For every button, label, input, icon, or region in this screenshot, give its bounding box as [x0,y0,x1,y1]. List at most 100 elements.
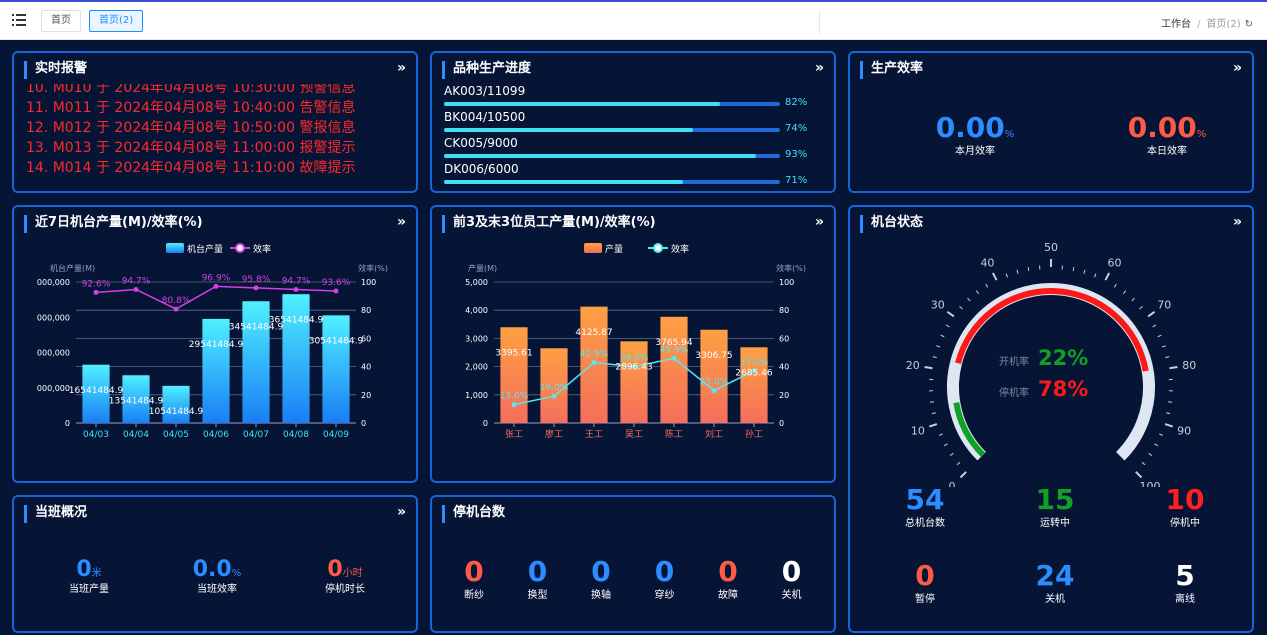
gauge-tick [959,471,967,479]
gauge-tick [1016,269,1019,274]
legend-bar-label: 机台产量 [187,243,223,255]
efficiency-point [751,368,757,374]
progress-item: AK003/11099 82% [444,84,824,112]
efficiency-value-label: 92.6% [82,279,111,289]
legend-line-label: 效率 [253,243,271,255]
menu-toggle-icon[interactable] [12,14,26,26]
gauge-tick [1148,452,1153,456]
efficiency-point [253,285,259,291]
gauge-tick [1104,272,1111,281]
y-tick-label: 2,000 [465,363,488,372]
y-tick-label: 000,000 [37,349,70,358]
x-tick-label: 张工 [505,429,523,440]
off-rate-arc [955,288,1149,372]
y-tick-label: 000,000 [37,384,70,393]
more-icon[interactable]: » [396,214,406,230]
x-tick-label: 04/06 [203,430,229,440]
efficiency-point [293,286,299,292]
alarm-panel: 实时报警 » 10. M010 于 2024年04月08号 10:30:00 预… [12,51,418,193]
day-efficiency-value: 0.00 [1127,111,1197,144]
efficiency-value-label: 19.0% [540,383,569,393]
gauge-tick-label: 10 [911,424,925,437]
efficiency-value-label: 13.0% [500,392,529,402]
progress-label: AK003/11099 [444,84,526,98]
bar [660,316,688,423]
stopped-stat: 0 断纱 [454,555,494,601]
y2-tick-label: 60 [361,334,371,343]
x-tick-label: 04/08 [283,430,309,440]
panel-title: 实时报警 [24,61,87,79]
alarm-item: 13. M013 于 2024年04月08号 11:00:00 报警提示 [26,140,356,156]
more-icon[interactable]: » [814,60,824,76]
gauge-tick [975,290,980,295]
tab-home-2[interactable]: 首页(2) [89,10,144,32]
gauge-tick [991,272,998,281]
status-stat-value: 10 [1165,483,1205,516]
more-icon[interactable]: » [1232,214,1242,230]
y2-tick-label: 80 [361,306,371,315]
stopped-stat-label: 换轴 [591,590,611,601]
status-stat: 0 暂停 [870,559,980,605]
x-tick-label: 吴工 [625,429,643,440]
bar [740,347,768,423]
more-icon[interactable]: » [396,60,406,76]
gauge-tick [940,334,945,338]
bar [242,301,270,423]
y-tick-label: 0 [483,419,488,428]
efficiency-point [511,402,517,408]
gauge-tick [1169,365,1178,370]
x-tick-label: 孙工 [745,428,763,440]
shift-output: 0米 当班产量 [34,557,144,595]
progress-bar [444,180,780,184]
progress-list: AK003/11099 82% BK004/10500 74% CK005/90… [432,84,834,185]
y2-tick-label: 20 [361,391,371,400]
progress-percent: 82% [785,97,808,108]
tab-home[interactable]: 首页 [41,10,81,32]
gauge-tick-label: 60 [1108,256,1122,269]
gauge-tick-label: 20 [906,359,920,372]
stopped-stat: 0 故障 [708,555,748,601]
bar-value-label: 2896.43 [615,363,652,373]
gauge-tick-label: 0 [949,480,956,487]
progress-percent: 71% [785,175,808,185]
refresh-icon[interactable]: ↻ [1244,19,1253,30]
more-icon[interactable]: » [396,504,406,520]
x-tick-label: 04/07 [243,430,269,440]
progress-item: DK006/6000 71% [444,162,824,185]
gauge-tick [1165,356,1170,359]
gauge-tick [936,345,941,348]
gauge-tick [1157,334,1162,338]
bar [540,348,568,423]
more-icon[interactable]: » [814,214,824,230]
gauge-tick [1135,471,1143,479]
y2-tick-label: 0 [779,419,784,428]
progress-fill [444,154,757,158]
divider [819,10,820,34]
bar [122,375,150,423]
alarm-list: 10. M010 于 2024年04月08号 10:30:00 预警信息 11.… [26,84,406,180]
bar-value-label: 3395.61 [495,348,532,358]
progress-fill [444,180,683,184]
efficiency-value-label: 94.7% [122,276,151,286]
y2-tick-label: 40 [779,363,789,372]
panel-title: 品种生产进度 [442,61,531,79]
status-stat-label: 总机台数 [905,518,945,529]
bar-value-label: 36541484.9 [269,315,324,325]
efficiency-panel: 生产效率 » 0.00% 本月效率 0.00% 本日效率 [848,51,1254,193]
gauge-tick [945,324,950,328]
more-icon[interactable]: » [1232,60,1242,76]
gauge-tick-label: 40 [980,256,994,269]
status-stat: 15 运转中 [1000,483,1110,529]
breadcrumb-workbench[interactable]: 工作台 [1161,19,1192,30]
stopped-stat: 0 穿纱 [645,555,685,601]
panel-title: 前3及末3位员工产量(M)/效率(%) [442,215,656,233]
shift-overview-panel: 当班概况 » 0米 当班产量 0.0% 当班效率 0小时 停机时长 [12,495,418,633]
shift-efficiency-value: 0.0 [192,557,232,582]
day-efficiency-unit: % [1196,129,1207,140]
gauge-tick-label: 70 [1157,299,1171,312]
shift-output-value: 0 [76,557,92,582]
stopped-stat-value: 0 [781,555,802,588]
gauge-tick [1139,305,1143,310]
status-stat: 5 离线 [1130,559,1240,605]
